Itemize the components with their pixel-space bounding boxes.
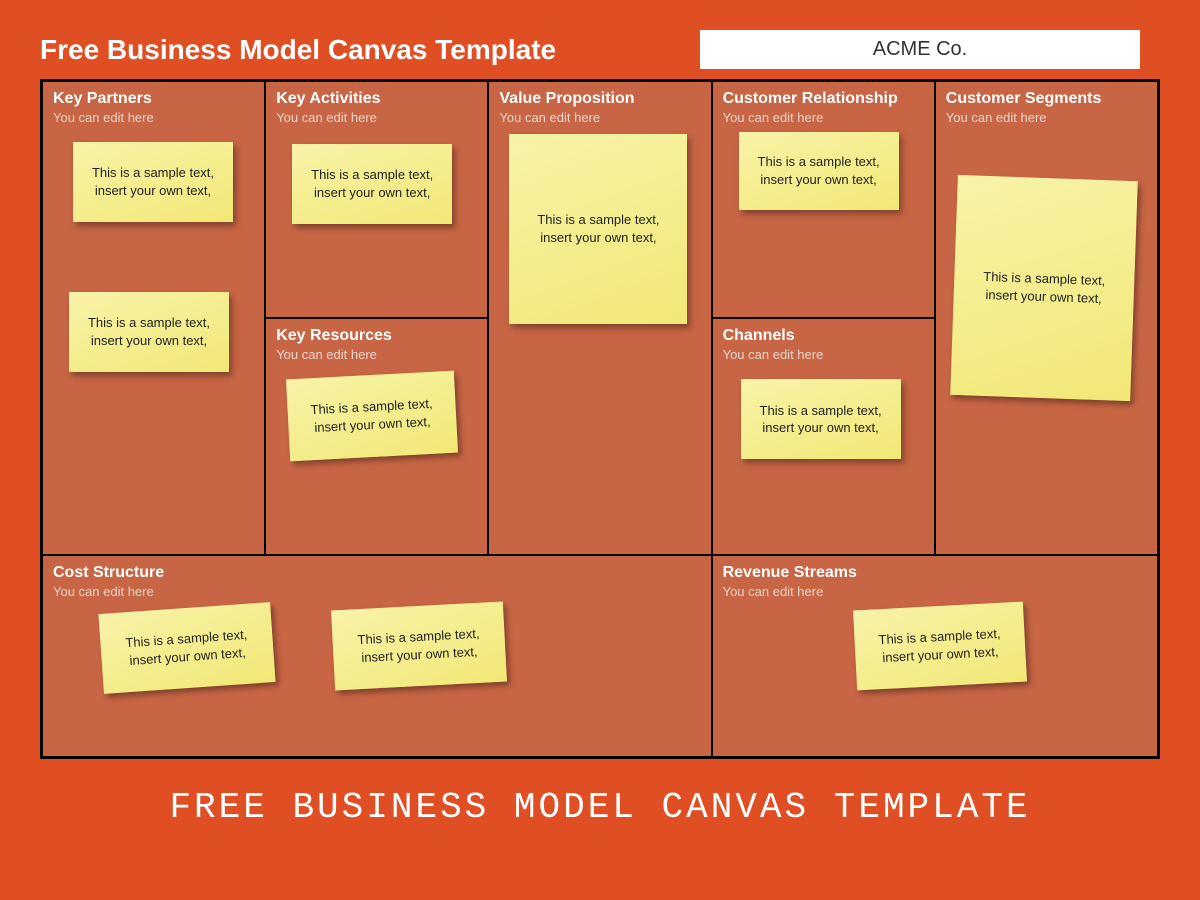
cell-subtitle[interactable]: You can edit here	[499, 110, 700, 125]
sticky-note[interactable]: This is a sample text, insert your own t…	[741, 379, 901, 459]
sticky-note[interactable]: This is a sample text, insert your own t…	[292, 144, 452, 224]
cell-title: Channels	[723, 327, 924, 345]
cell-title: Value Proposition	[499, 90, 700, 108]
sticky-note[interactable]: This is a sample text, insert your own t…	[853, 602, 1027, 691]
cell-customer-segments: Customer Segments You can edit here This…	[935, 81, 1158, 555]
cell-subtitle[interactable]: You can edit here	[276, 347, 477, 362]
sticky-note[interactable]: This is a sample text, insert your own t…	[73, 142, 233, 222]
cell-title: Customer Relationship	[723, 90, 924, 108]
cell-title: Key Partners	[53, 90, 254, 108]
cell-title: Revenue Streams	[723, 564, 1147, 582]
cell-channels: Channels You can edit here This is a sam…	[712, 318, 935, 555]
cell-title: Customer Segments	[946, 90, 1147, 108]
cell-subtitle[interactable]: You can edit here	[723, 110, 924, 125]
cell-key-activities: Key Activities You can edit here This is…	[265, 81, 488, 318]
business-model-canvas: Key Partners You can edit here This is a…	[40, 79, 1160, 759]
cell-title: Key Resources	[276, 327, 477, 345]
footer-title: FREE BUSINESS MODEL CANVAS TEMPLATE	[0, 787, 1200, 828]
cell-subtitle[interactable]: You can edit here	[723, 347, 924, 362]
cell-revenue-streams: Revenue Streams You can edit here This i…	[712, 555, 1158, 757]
cell-value-proposition: Value Proposition You can edit here This…	[488, 81, 711, 555]
sticky-note[interactable]: This is a sample text, insert your own t…	[69, 292, 229, 372]
cell-subtitle[interactable]: You can edit here	[276, 110, 477, 125]
cell-key-resources: Key Resources You can edit here This is …	[265, 318, 488, 555]
cell-cost-structure: Cost Structure You can edit here This is…	[42, 555, 712, 757]
cell-subtitle[interactable]: You can edit here	[723, 584, 1147, 599]
header-row: Free Business Model Canvas Template ACME…	[0, 0, 1200, 79]
company-name-box[interactable]: ACME Co.	[700, 30, 1140, 69]
cell-subtitle[interactable]: You can edit here	[946, 110, 1147, 125]
cell-subtitle[interactable]: You can edit here	[53, 584, 701, 599]
cell-key-partners: Key Partners You can edit here This is a…	[42, 81, 265, 555]
sticky-note[interactable]: This is a sample text, insert your own t…	[950, 175, 1138, 401]
cell-title: Cost Structure	[53, 564, 701, 582]
cell-title: Key Activities	[276, 90, 477, 108]
sticky-note[interactable]: This is a sample text, insert your own t…	[331, 602, 507, 691]
cell-customer-relationship: Customer Relationship You can edit here …	[712, 81, 935, 318]
sticky-note[interactable]: This is a sample text, insert your own t…	[739, 132, 899, 210]
cell-subtitle[interactable]: You can edit here	[53, 110, 254, 125]
page-title: Free Business Model Canvas Template	[40, 34, 556, 66]
sticky-note[interactable]: This is a sample text, insert your own t…	[509, 134, 687, 324]
sticky-note[interactable]: This is a sample text, insert your own t…	[98, 602, 275, 694]
sticky-note[interactable]: This is a sample text, insert your own t…	[286, 371, 458, 462]
